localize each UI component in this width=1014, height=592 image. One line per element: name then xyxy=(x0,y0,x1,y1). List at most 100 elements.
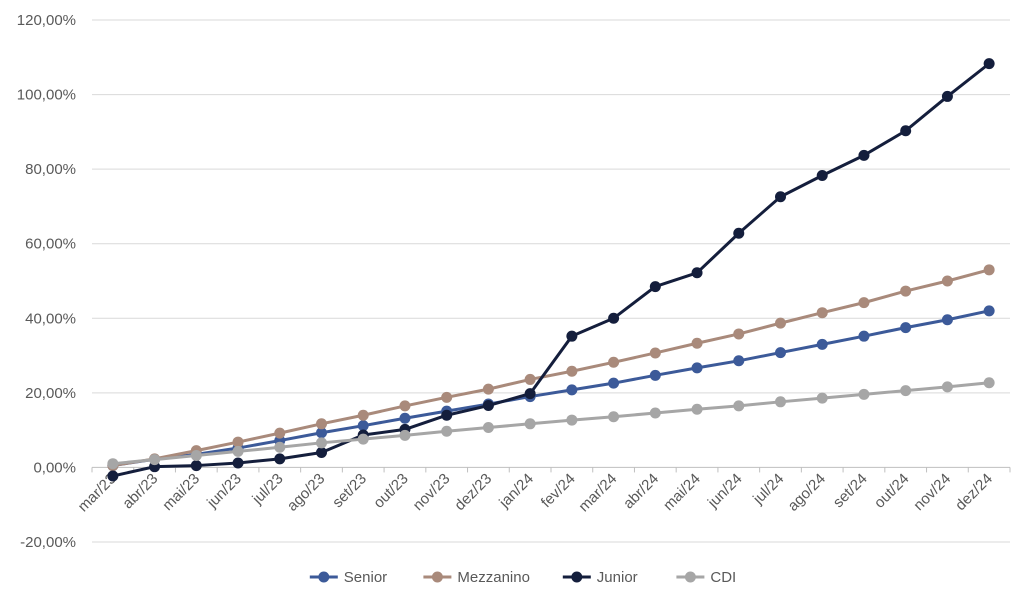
series-line-junior xyxy=(112,62,991,478)
data-point-senior xyxy=(608,377,620,389)
data-point-mezzanino xyxy=(608,356,620,368)
data-point-cdi xyxy=(775,396,786,408)
legend-label: Senior xyxy=(344,569,387,586)
data-point-cdi xyxy=(691,403,703,415)
legend-item-senior: Senior xyxy=(309,569,387,586)
legend-swatch-marker xyxy=(571,571,583,583)
data-point-mezzanino xyxy=(941,275,953,287)
x-tick-label: jun/23 xyxy=(203,470,245,512)
data-point-mezzanino xyxy=(357,409,369,421)
series-line-mezzanino xyxy=(112,268,990,468)
data-point-senior xyxy=(691,362,703,374)
data-point-cdi xyxy=(399,429,411,441)
legend-label: Mezzanino xyxy=(457,569,530,586)
data-point-junior xyxy=(733,227,745,239)
data-point-junior xyxy=(190,460,202,472)
x-tick-label: ago/24 xyxy=(785,470,829,514)
data-point-cdi xyxy=(357,433,369,445)
x-tick-label: jan/24 xyxy=(495,470,537,512)
data-point-mezzanino xyxy=(983,264,995,276)
data-point-mezzanino xyxy=(524,373,536,385)
grid-lines xyxy=(92,19,1010,543)
legend-swatch-marker xyxy=(684,571,696,583)
data-point-mezzanino xyxy=(482,383,494,395)
x-tick-label: abr/24 xyxy=(620,470,662,512)
data-point-junior xyxy=(107,470,119,482)
series-line-senior xyxy=(112,309,990,468)
x-tick-label: jun/24 xyxy=(704,470,746,512)
x-tick-label: set/23 xyxy=(329,470,370,511)
data-point-senior xyxy=(316,427,327,439)
data-point-mezzanino xyxy=(274,427,286,439)
data-point-junior xyxy=(482,400,494,412)
x-tick-label: mai/24 xyxy=(660,470,704,514)
axes xyxy=(91,466,1011,473)
data-point-cdi xyxy=(608,411,620,423)
x-tick-label: ago/23 xyxy=(284,470,328,514)
data-point-senior xyxy=(816,338,828,350)
data-point-junior xyxy=(983,58,995,70)
data-point-junior xyxy=(691,267,703,279)
data-point-senior xyxy=(566,384,578,396)
data-point-cdi xyxy=(733,400,745,412)
data-point-cdi xyxy=(441,425,453,437)
x-tick-label: jul/24 xyxy=(749,470,787,508)
series-cdi xyxy=(107,377,995,470)
data-point-mezzanino xyxy=(733,328,745,340)
y-tick-label: 40,00% xyxy=(25,310,76,327)
series-junior xyxy=(107,58,995,482)
x-tick-label: jul/23 xyxy=(249,470,287,508)
y-tick-labels: -20,00% 0,00% 20,00% 40,00% 60,00% 80,00% 100,… xyxy=(17,12,76,551)
series-mezzanino xyxy=(107,264,995,472)
data-point-senior xyxy=(900,322,912,334)
y-tick-label: 20,00% xyxy=(25,385,76,402)
data-point-mezzanino xyxy=(900,285,912,297)
x-tick-label: nov/24 xyxy=(910,470,954,514)
data-point-cdi xyxy=(524,418,536,430)
legend-item-cdi: CDI xyxy=(676,569,736,586)
series-line-cdi xyxy=(112,381,990,466)
data-point-mezzanino xyxy=(316,418,327,430)
x-tick-label: out/24 xyxy=(871,470,913,512)
data-point-senior xyxy=(858,330,870,342)
data-point-cdi xyxy=(900,385,912,397)
data-point-junior xyxy=(608,312,620,324)
data-point-cdi xyxy=(816,392,828,404)
data-point-senior xyxy=(775,347,786,359)
data-point-cdi xyxy=(983,377,995,389)
data-point-mezzanino xyxy=(816,307,828,319)
data-point-junior xyxy=(274,453,286,465)
data-point-cdi xyxy=(941,381,953,393)
legend-swatch-marker xyxy=(431,571,443,583)
data-point-cdi xyxy=(149,454,161,466)
legend-label: Junior xyxy=(597,569,638,586)
x-tick-label: out/23 xyxy=(370,470,412,512)
data-point-cdi xyxy=(482,422,494,434)
data-point-junior xyxy=(816,169,828,181)
series-lines xyxy=(107,58,995,482)
data-point-cdi xyxy=(649,407,661,419)
x-tick-label: set/24 xyxy=(830,470,871,511)
data-point-cdi xyxy=(190,449,202,461)
data-point-cdi xyxy=(858,388,870,400)
data-point-mezzanino xyxy=(441,391,453,403)
data-point-junior xyxy=(566,330,578,342)
x-tick-label: dez/24 xyxy=(952,470,996,514)
data-point-mezzanino xyxy=(649,347,661,359)
data-point-senior xyxy=(983,305,995,317)
x-tick-label: dez/23 xyxy=(451,470,495,514)
data-point-mezzanino xyxy=(566,365,578,377)
data-point-senior xyxy=(357,420,369,432)
data-point-mezzanino xyxy=(691,337,703,349)
data-point-junior xyxy=(441,409,453,421)
data-point-junior xyxy=(858,149,870,161)
data-point-junior xyxy=(941,90,953,102)
data-point-senior xyxy=(399,412,411,424)
y-tick-label: 120,00% xyxy=(17,12,76,29)
data-point-junior xyxy=(524,388,536,400)
x-tick-label: nov/23 xyxy=(410,470,454,514)
legend-item-mezzanino: Mezzanino xyxy=(423,569,530,586)
legend-swatch-marker xyxy=(318,571,330,583)
